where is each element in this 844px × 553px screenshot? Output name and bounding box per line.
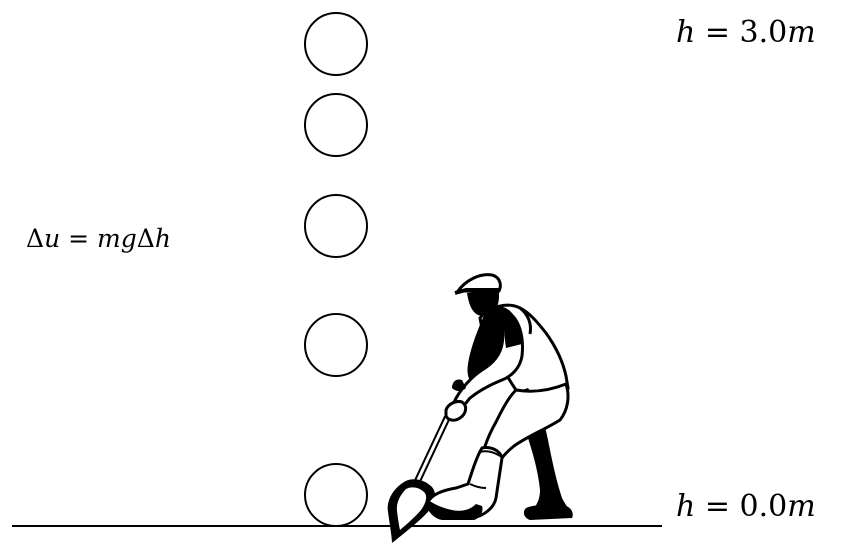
worker-illustration [387, 273, 573, 543]
ball-position-5 [304, 463, 368, 527]
worker-front-leg [426, 382, 570, 520]
bottom-height-unit: m [787, 489, 816, 524]
energy-equation: Δu = mgΔh [26, 226, 171, 251]
ball-positions [304, 12, 368, 527]
ball-position-1 [304, 12, 368, 76]
ball-position-2 [304, 93, 368, 157]
top-height-unit: m [787, 15, 816, 50]
top-height-label: h = 3.0m [676, 18, 816, 48]
worker-arm [444, 309, 524, 422]
energy-u: u [44, 224, 61, 253]
energy-h: h [154, 224, 171, 253]
ball-position-4 [304, 313, 368, 377]
top-height-op: = [695, 15, 740, 50]
energy-g: g [120, 224, 137, 253]
energy-m: m [97, 224, 121, 253]
bottom-height-op: = [695, 489, 740, 524]
energy-delta-2: Δ [136, 224, 155, 253]
bottom-height-label: h = 0.0m [676, 492, 816, 522]
bottom-height-value: 0.0 [739, 489, 788, 524]
top-height-value: 3.0 [739, 15, 788, 50]
energy-delta-1: Δ [26, 224, 45, 253]
shovel-icon [387, 414, 451, 543]
energy-eq: = [60, 224, 98, 253]
bottom-height-var: h [676, 489, 696, 524]
top-height-var: h [676, 15, 696, 50]
ball-position-3 [304, 194, 368, 258]
